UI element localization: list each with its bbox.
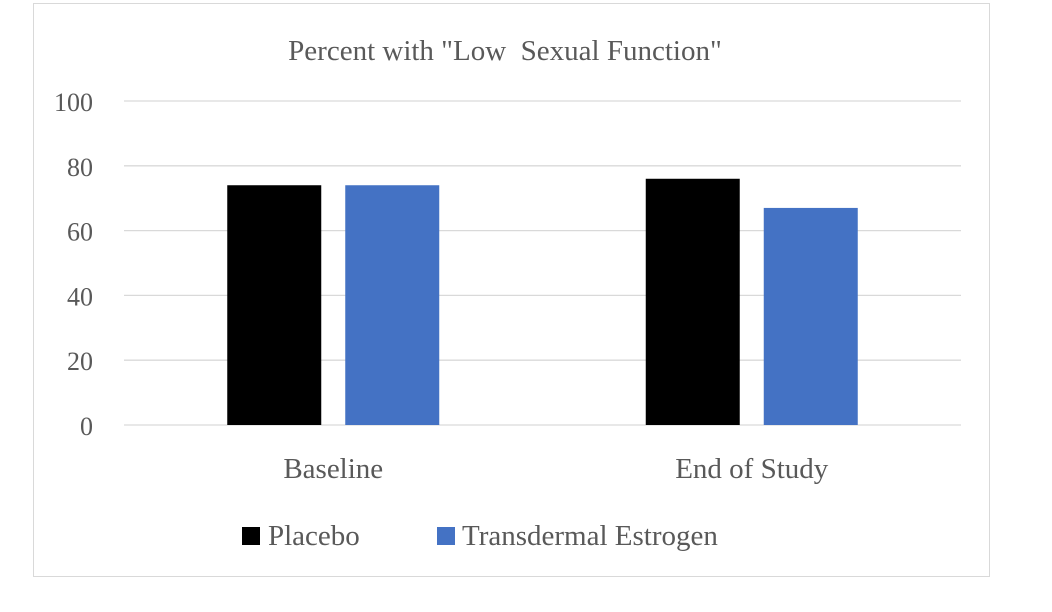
bar (763, 207, 858, 425)
bars (227, 178, 858, 425)
y-tick-label: 0 (80, 412, 93, 441)
legend-swatch (437, 527, 455, 545)
legend: Placebo Transdermal Estrogen (242, 520, 718, 552)
legend-label: Transdermal Estrogen (462, 520, 718, 552)
y-axis-tick-labels: 0 20 40 60 80 100 (54, 88, 93, 441)
legend-swatch (242, 527, 260, 545)
legend-label: Placebo (268, 520, 360, 552)
x-tick-label: Baseline (283, 453, 383, 485)
y-tick-label: 20 (67, 347, 93, 376)
y-tick-label: 60 (67, 218, 93, 247)
x-axis-tick-labels: Baseline End of Study (283, 453, 828, 485)
bar (345, 185, 440, 425)
chart-title: Percent with "Low Sexual Function" (288, 35, 722, 67)
y-tick-label: 40 (67, 282, 93, 311)
y-tick-label: 80 (67, 153, 93, 182)
bar (645, 178, 740, 425)
bar (227, 185, 322, 425)
x-tick-label: End of Study (675, 453, 829, 485)
y-tick-label: 100 (54, 88, 93, 117)
